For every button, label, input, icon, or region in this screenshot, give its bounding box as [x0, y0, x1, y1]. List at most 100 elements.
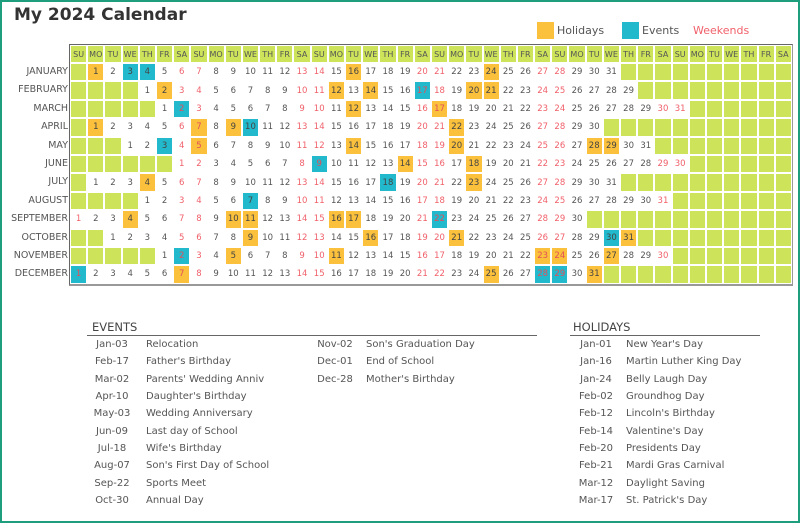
event-day-cell[interactable]: 2: [173, 99, 191, 119]
day-cell[interactable]: 13: [345, 191, 363, 211]
day-cell[interactable]: 1: [104, 228, 122, 247]
day-cell[interactable]: 13: [293, 118, 311, 137]
day-cell[interactable]: 18: [413, 136, 431, 155]
day-cell[interactable]: 10: [327, 154, 345, 174]
day-cell[interactable]: 24: [534, 81, 552, 100]
day-cell[interactable]: 18: [379, 118, 397, 137]
holiday-day-cell[interactable]: 16: [345, 63, 363, 82]
day-cell[interactable]: 1: [70, 210, 88, 229]
event-day-cell[interactable]: 4: [138, 63, 156, 82]
event-day-cell[interactable]: 22: [430, 210, 449, 229]
day-cell[interactable]: 19: [396, 63, 414, 82]
holiday-day-cell[interactable]: 23: [534, 246, 552, 266]
day-cell[interactable]: 12: [259, 265, 277, 284]
holiday-day-cell[interactable]: 21: [482, 81, 500, 100]
day-cell[interactable]: 8: [241, 136, 260, 155]
day-cell[interactable]: 4: [121, 265, 139, 284]
day-cell[interactable]: 27: [585, 81, 603, 100]
day-cell[interactable]: 21: [430, 173, 449, 192]
day-cell[interactable]: 24: [568, 154, 586, 174]
day-cell[interactable]: 3: [173, 81, 191, 100]
day-cell[interactable]: 13: [345, 81, 363, 100]
day-cell[interactable]: 12: [345, 246, 363, 266]
day-cell[interactable]: 16: [413, 99, 431, 119]
day-cell[interactable]: 2: [104, 63, 122, 82]
event-day-cell[interactable]: 17: [413, 81, 431, 100]
day-cell[interactable]: 22: [534, 154, 552, 174]
day-cell[interactable]: 2: [87, 210, 105, 229]
day-cell[interactable]: 19: [396, 173, 414, 192]
day-cell[interactable]: 28: [620, 99, 638, 119]
day-cell[interactable]: 22: [516, 246, 535, 266]
day-cell[interactable]: 8: [259, 191, 277, 211]
day-cell[interactable]: 29: [620, 191, 638, 211]
day-cell[interactable]: 26: [516, 173, 535, 192]
day-cell[interactable]: 19: [448, 81, 466, 100]
day-cell[interactable]: 21: [499, 246, 517, 266]
day-cell[interactable]: 27: [620, 154, 638, 174]
holiday-day-cell[interactable]: 31: [585, 265, 603, 284]
day-cell[interactable]: 19: [396, 118, 414, 137]
holiday-day-cell[interactable]: 4: [121, 210, 139, 229]
day-cell[interactable]: 11: [259, 63, 277, 82]
holiday-day-cell[interactable]: 5: [224, 246, 242, 266]
holiday-day-cell[interactable]: 31: [620, 228, 638, 247]
day-cell[interactable]: 17: [362, 118, 380, 137]
day-cell[interactable]: 5: [207, 191, 225, 211]
day-cell[interactable]: 10: [276, 136, 294, 155]
day-cell[interactable]: 23: [534, 99, 552, 119]
holiday-day-cell[interactable]: 24: [482, 63, 500, 82]
day-cell[interactable]: 23: [448, 210, 466, 229]
day-cell[interactable]: 17: [413, 191, 431, 211]
day-cell[interactable]: 17: [448, 154, 466, 174]
day-cell[interactable]: 6: [241, 99, 260, 119]
day-cell[interactable]: 11: [241, 265, 260, 284]
day-cell[interactable]: 20: [396, 265, 414, 284]
day-cell[interactable]: 16: [396, 191, 414, 211]
holiday-day-cell[interactable]: 7: [190, 118, 208, 137]
day-cell[interactable]: 18: [430, 81, 449, 100]
day-cell[interactable]: 19: [379, 265, 397, 284]
day-cell[interactable]: 26: [499, 210, 517, 229]
day-cell[interactable]: 6: [241, 246, 260, 266]
holiday-day-cell[interactable]: 27: [602, 246, 620, 266]
day-cell[interactable]: 20: [430, 228, 449, 247]
day-cell[interactable]: 30: [654, 99, 672, 119]
day-cell[interactable]: 5: [138, 265, 156, 284]
day-cell[interactable]: 29: [568, 118, 586, 137]
day-cell[interactable]: 15: [396, 99, 414, 119]
day-cell[interactable]: 27: [516, 265, 535, 284]
day-cell[interactable]: 2: [104, 118, 122, 137]
day-cell[interactable]: 5: [173, 228, 191, 247]
day-cell[interactable]: 26: [534, 228, 552, 247]
day-cell[interactable]: 8: [276, 99, 294, 119]
day-cell[interactable]: 30: [671, 154, 689, 174]
day-cell[interactable]: 28: [602, 81, 620, 100]
day-cell[interactable]: 13: [327, 136, 345, 155]
day-cell[interactable]: 26: [602, 154, 620, 174]
day-cell[interactable]: 28: [620, 246, 638, 266]
day-cell[interactable]: 11: [259, 173, 277, 192]
day-cell[interactable]: 3: [207, 154, 225, 174]
day-cell[interactable]: 23: [499, 136, 517, 155]
day-cell[interactable]: 28: [602, 191, 620, 211]
holiday-day-cell[interactable]: 12: [345, 99, 363, 119]
day-cell[interactable]: 29: [551, 210, 569, 229]
day-cell[interactable]: 10: [241, 63, 260, 82]
day-cell[interactable]: 14: [293, 265, 311, 284]
day-cell[interactable]: 16: [345, 173, 363, 192]
day-cell[interactable]: 31: [671, 99, 689, 119]
day-cell[interactable]: 6: [155, 265, 174, 284]
day-cell[interactable]: 30: [585, 118, 603, 137]
day-cell[interactable]: 7: [173, 210, 191, 229]
day-cell[interactable]: 29: [568, 173, 586, 192]
day-cell[interactable]: 16: [327, 265, 345, 284]
day-cell[interactable]: 27: [585, 191, 603, 211]
day-cell[interactable]: 31: [637, 136, 655, 155]
day-cell[interactable]: 19: [482, 154, 500, 174]
day-cell[interactable]: 5: [207, 81, 225, 100]
day-cell[interactable]: 6: [173, 118, 191, 137]
day-cell[interactable]: 2: [155, 191, 174, 211]
day-cell[interactable]: 22: [516, 99, 535, 119]
day-cell[interactable]: 16: [396, 81, 414, 100]
